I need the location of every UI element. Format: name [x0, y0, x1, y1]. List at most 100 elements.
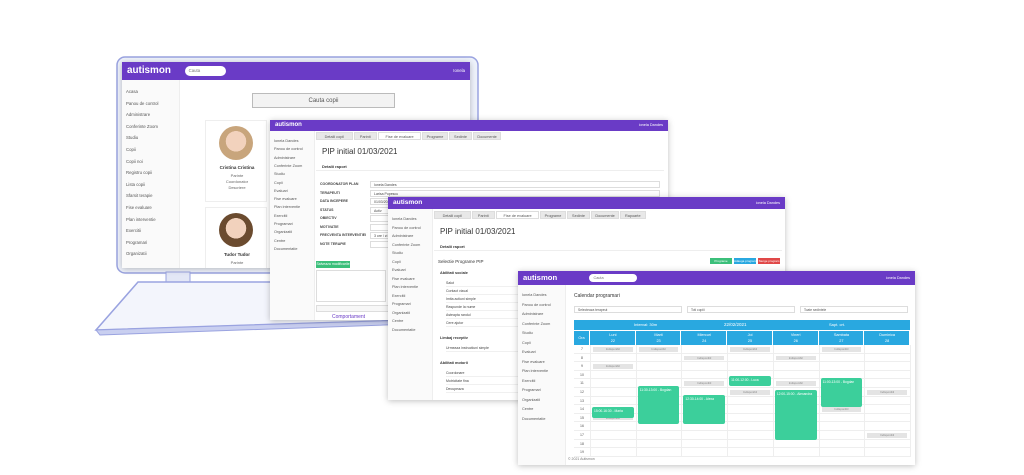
- sidebar-item: Copii noi: [126, 158, 143, 164]
- day-name: Miercuri: [697, 333, 712, 337]
- day-header: Sambata 27: [818, 331, 865, 345]
- child-detail: Parinte: [230, 173, 244, 178]
- unavailable-slot: Indisponibil: [867, 390, 907, 395]
- grid-row: [590, 422, 910, 431]
- sidebar-item: Documentatie: [522, 416, 546, 421]
- sidebar-item: Organizatii: [392, 310, 411, 315]
- calendar-toolbar: Interval: 30m 22/02/2021 Sapt. crt.: [574, 320, 910, 330]
- sidebar-item: Programari: [126, 239, 148, 245]
- unavailable-slot: Indisponibil: [684, 355, 725, 361]
- group-title: Limbaj receptiv: [440, 336, 468, 340]
- program-item: Salut: [446, 280, 530, 287]
- editor-toolbar: [316, 305, 396, 312]
- sidebar-item: Exercitii: [274, 213, 288, 218]
- grid-row: [590, 397, 910, 406]
- sidebar-item: Registru copii: [126, 170, 153, 176]
- logo: autismon: [275, 122, 302, 128]
- program-item: Imita actiuni simple: [446, 296, 530, 303]
- unavailable-slot: Indisponibil: [775, 381, 816, 386]
- sidebar-item: Lista copii: [126, 181, 146, 187]
- sidebar-item: Studiu: [522, 331, 533, 335]
- sidebar: Acasa Panou de control Administrare Conferi…: [122, 80, 180, 268]
- unavailable-slot: Indisponibil: [867, 433, 907, 438]
- sidebar-item: Exercitii: [126, 228, 142, 234]
- sidebar-item: Ionela Dandes: [522, 293, 547, 297]
- tab: Sedinte: [566, 211, 591, 219]
- sidebar-item: Acasa: [126, 89, 138, 94]
- sidebar-item: Organizatii: [522, 397, 541, 402]
- grid-row: [590, 379, 910, 388]
- tab: Parinti: [353, 132, 377, 140]
- action-button: Adauga program: [734, 258, 756, 264]
- day-date: 25: [747, 339, 753, 343]
- sidebar: Ionela Dandes Panou de control Administrar…: [388, 209, 433, 400]
- avatar: [219, 126, 253, 160]
- grid-column: [727, 345, 729, 457]
- hour-label: 9: [574, 362, 590, 371]
- tab: Documente: [591, 211, 619, 219]
- program-item: Coordonare: [446, 370, 530, 377]
- window: autismon Cauta Ionela Dandes Ionela Dandes P…: [518, 271, 915, 465]
- subtitle: Selectie Programe PIP: [438, 259, 484, 264]
- day-name: Sambata: [833, 333, 850, 337]
- child-name: Cristina Cristina: [219, 165, 255, 170]
- search-button: Cauta copii: [252, 93, 395, 108]
- hour-label: 11: [574, 379, 590, 388]
- day-date: 28: [885, 339, 890, 343]
- day-header: Luni 22: [590, 331, 636, 345]
- logo: autismon: [127, 65, 171, 76]
- day-name: Luni: [609, 333, 617, 337]
- footer-label: Comportament: [332, 314, 366, 320]
- tab: Parinti: [471, 211, 495, 219]
- day-header: Vineri 26: [772, 331, 819, 345]
- tab: Programe: [422, 132, 448, 140]
- program-item: Contact vizual: [446, 288, 530, 295]
- page-title: PIP initial 01/03/2021: [322, 147, 398, 156]
- grid-row: [590, 405, 910, 414]
- sidebar-item: Plan interventie: [392, 285, 419, 289]
- filter-select: Toti copiii: [687, 306, 795, 313]
- unavailable-slot: Indisponibil: [593, 347, 633, 352]
- hour-label: 8: [574, 354, 590, 363]
- child-name: Tudor Tudor: [223, 252, 251, 257]
- sidebar-item: Organizatii: [274, 230, 293, 235]
- sidebar-item: Administrare: [522, 312, 544, 316]
- top-bar: autismon Cauta Ionela: [122, 62, 470, 80]
- grid-column: [635, 345, 637, 457]
- sidebar-item: Administrare: [392, 234, 414, 238]
- sidebar-item: Administrare: [126, 112, 151, 118]
- sidebar-item: Copii: [522, 340, 531, 345]
- day-header: Joi 25: [727, 331, 773, 345]
- avatar: [219, 213, 253, 247]
- appointment: 12:30-14:00 - Alexa: [683, 394, 726, 425]
- day-name: Joi: [747, 333, 753, 337]
- sidebar-item: Panou de control: [274, 147, 303, 152]
- search-box: Cauta: [184, 65, 227, 77]
- day-date: 27: [839, 339, 844, 343]
- sidebar-item: Plan interventie: [274, 205, 301, 210]
- program-item: Decupeaza: [446, 386, 530, 393]
- field-value: Ionela Dandes: [370, 181, 660, 188]
- hour-label: 16: [574, 422, 590, 431]
- section-header: Detalii raport: [316, 162, 664, 171]
- grid-column: [681, 345, 683, 457]
- sidebar-item: Programari: [522, 388, 541, 392]
- sidebar-item: Conferinte Zoom: [522, 321, 551, 326]
- sidebar-item: Panou de control: [126, 100, 159, 106]
- page-title: Calendar programari: [574, 293, 620, 299]
- grid-row: [590, 414, 910, 423]
- sidebar-item: Centre: [392, 319, 404, 323]
- logo: autismon: [523, 273, 558, 282]
- sidebar-item: Administrare: [274, 155, 296, 160]
- child-detail: Descriere: [228, 185, 246, 190]
- sidebar-item: Organizatii: [126, 251, 147, 257]
- group-title: Abilitati motorii: [440, 361, 468, 365]
- user-name: Ionela: [453, 68, 465, 73]
- day-name: Duminica: [879, 333, 896, 337]
- sidebar-item: Panou de control: [522, 302, 551, 307]
- grid-row: [590, 354, 910, 363]
- sidebar-item: Studiu: [392, 251, 403, 255]
- child-detail: Parinte: [230, 260, 244, 265]
- sidebar-item: Exercitii: [392, 293, 406, 298]
- user-name: Ionela Dandes: [885, 276, 911, 280]
